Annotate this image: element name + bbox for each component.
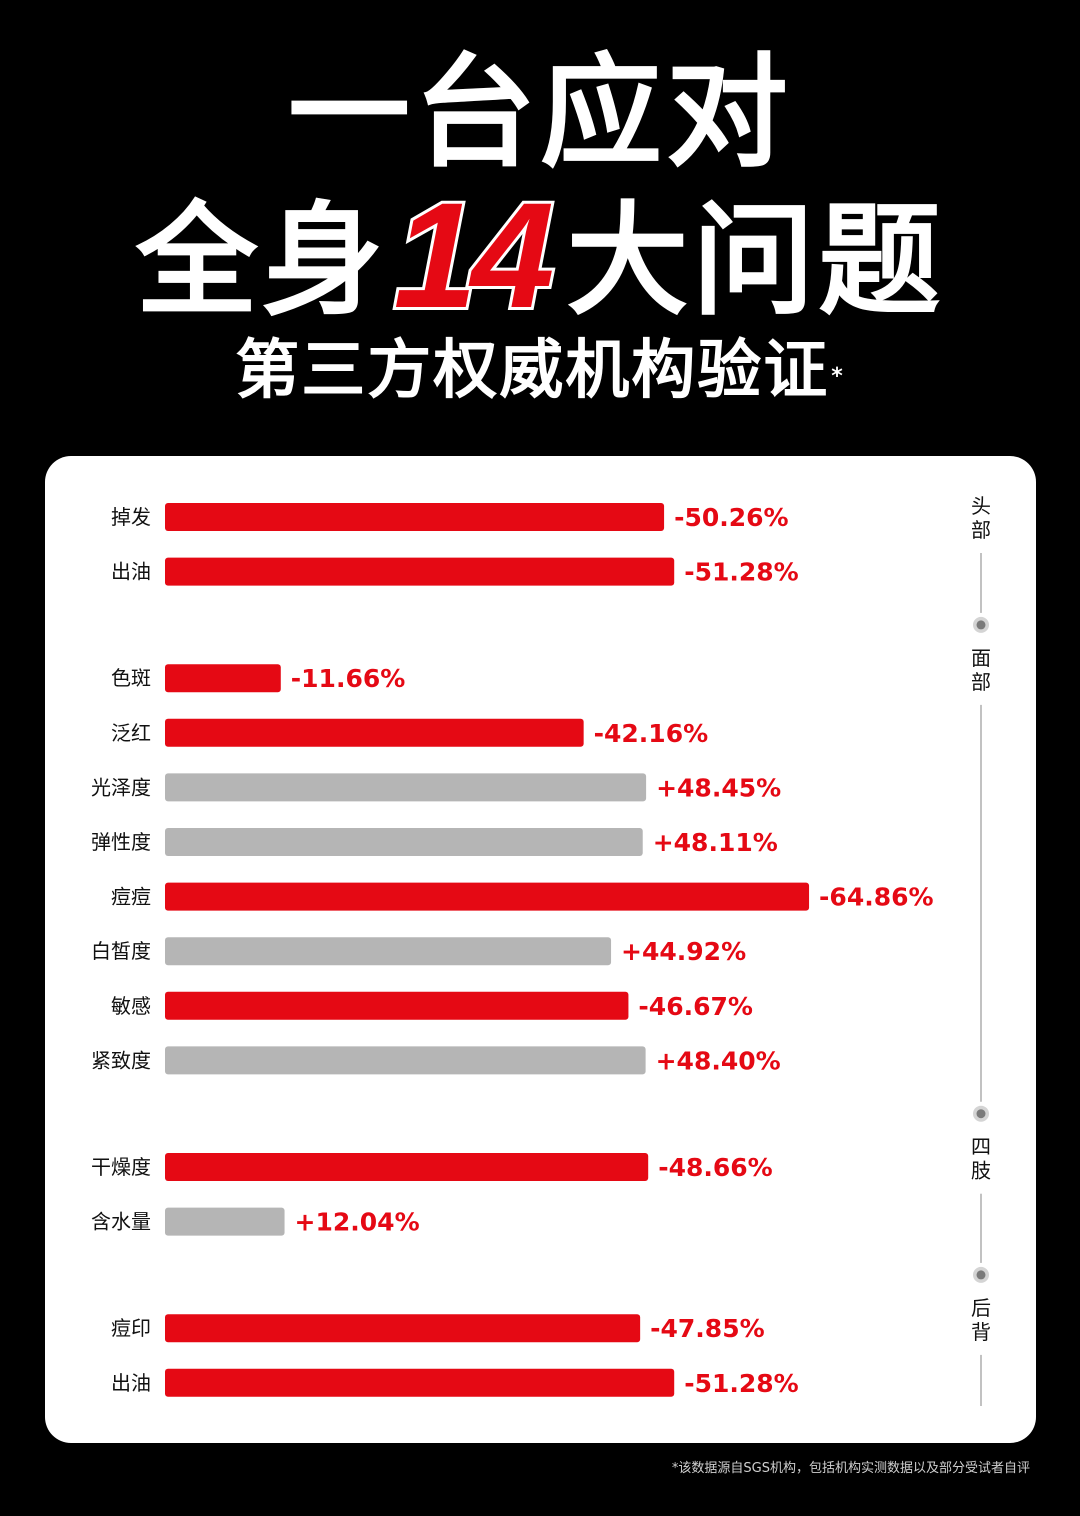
data-label: -47.85% [650,1314,765,1343]
category-label: 出油 [111,1371,151,1395]
category-label: 出油 [111,560,151,584]
bar [165,1368,675,1397]
data-label: -48.66% [658,1153,773,1182]
bar [165,991,629,1020]
bar [165,1046,646,1075]
bar [165,1314,641,1343]
data-label: -51.28% [684,558,799,587]
subtitle: 第三方权威机构验证* [0,334,1080,408]
headline-line-2: 全身14 大问题 [0,171,1080,339]
group-label-char: 部 [971,670,991,694]
subtitle-text: 第三方权威机构验证 [235,334,830,408]
group-label-char: 头 [971,494,991,518]
headline-line-1: 一台应对 [288,42,792,184]
bar [165,773,647,802]
headline-suffix: 大问题 [566,190,945,332]
bar [165,828,643,856]
category-label: 弹性度 [91,830,151,854]
category-label: 光泽度 [91,775,151,799]
data-label: -64.86% [819,883,934,912]
category-label: 含水量 [91,1210,151,1234]
data-label: +48.11% [653,828,778,857]
category-label: 干燥度 [91,1155,151,1179]
category-label: 痘痘 [111,885,151,909]
group-divider-dot-center [976,1109,986,1119]
bar [165,503,665,531]
data-label: -50.26% [674,503,789,532]
bar [165,1207,285,1236]
bar [165,882,810,911]
category-label: 痘印 [111,1316,151,1340]
bar [165,1153,649,1181]
headline-prefix: 全身 [135,190,388,332]
group-label-char: 四 [971,1135,991,1159]
data-label: +44.92% [621,937,746,966]
category-label: 紧致度 [91,1048,151,1072]
group-label-char: 部 [971,518,991,542]
footnote: *该数据源自SGS机构，包括机构实测数据以及部分受试者自评 [671,1461,1030,1476]
bar [165,557,675,586]
chart-card: 掉发 -50.26% 出油 -51.28% 色斑 -11.66% 泛红 -42.16% 光泽度 +… [45,456,1036,1443]
category-label: 色斑 [111,666,151,690]
group-label-char: 背 [971,1320,991,1344]
category-label: 掉发 [111,505,151,529]
category-label: 白皙度 [91,939,151,963]
subtitle-footnote-mark: * [831,364,845,389]
data-label: +48.40% [656,1046,781,1075]
data-label: -51.28% [684,1369,799,1398]
data-label: -42.16% [594,719,709,748]
bar-chart: 掉发 -50.26% 出油 -51.28% 色斑 -11.66% 泛红 -42.16% 光泽度 +… [91,494,991,1406]
data-label: -46.67% [638,992,753,1021]
group-divider-dot-center [976,1270,986,1280]
headline-number: 14 [391,171,558,339]
data-label: +48.45% [656,773,781,802]
group-label-char: 后 [971,1296,991,1320]
group-label-char: 面 [971,646,991,670]
group-label-char: 肢 [971,1159,991,1183]
data-label: -11.66% [291,664,406,693]
bar [165,937,612,966]
bar [165,718,584,747]
bar [165,664,281,693]
data-label: +12.04% [295,1208,420,1237]
category-label: 泛红 [111,721,151,745]
group-divider-dot-center [976,620,986,630]
category-label: 敏感 [111,994,151,1018]
